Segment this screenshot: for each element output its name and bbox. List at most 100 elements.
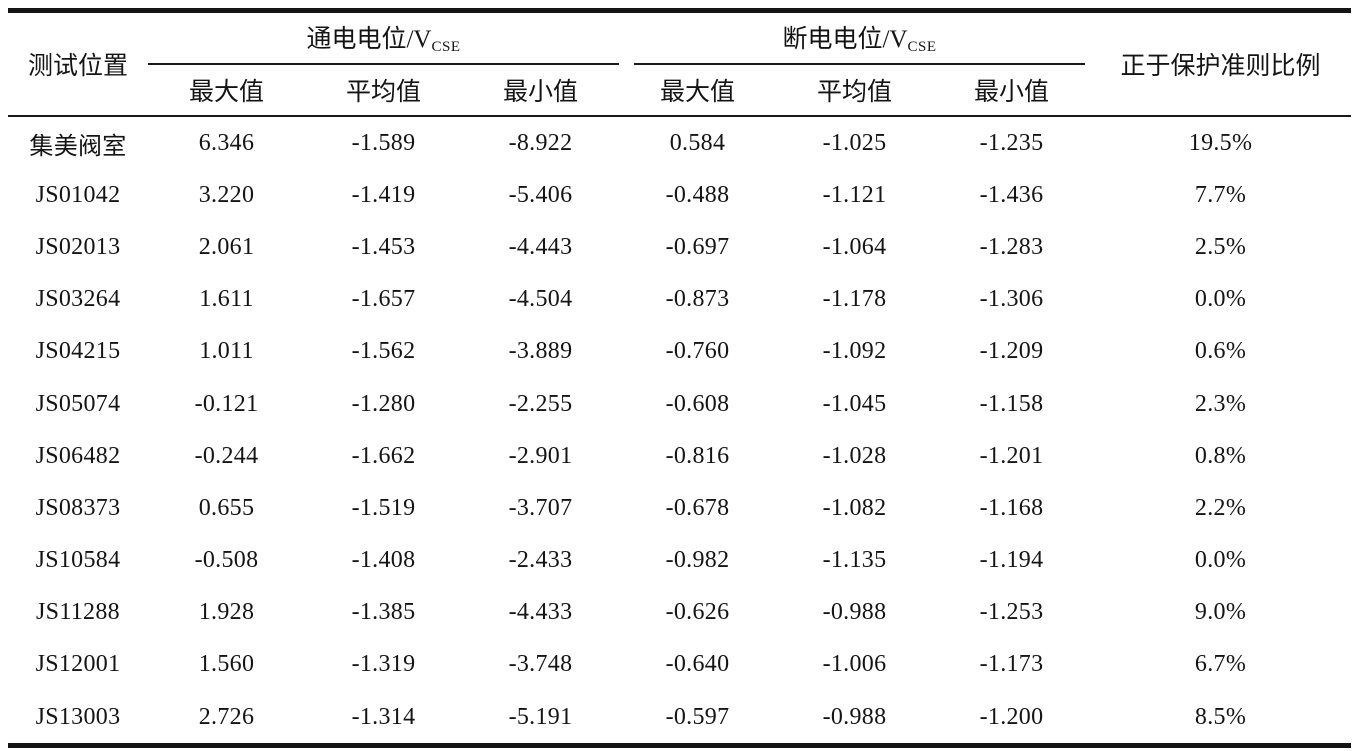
subheader-on-avg: 平均值 bbox=[305, 65, 462, 117]
data-cell: -1.194 bbox=[979, 547, 1044, 574]
table-row: JS06482 -0.244 -1.662 -2.901 -0.816 -1.028 -1.… bbox=[8, 430, 1351, 482]
data-cell: 1.011 bbox=[199, 338, 254, 365]
data-cell: 2.726 bbox=[198, 703, 255, 730]
row-label-location: JS03264 bbox=[35, 286, 121, 313]
table-body: 集美阀室 6.346 -1.589 -8.922 0.584 -1.025 -1.235 19… bbox=[8, 116, 1351, 746]
data-cell: -1.178 bbox=[822, 286, 887, 313]
data-cell: -1.028 bbox=[822, 442, 887, 469]
data-cell: -0.488 bbox=[665, 181, 730, 208]
table-row: 集美阀室 6.346 -1.589 -8.922 0.584 -1.025 -1.235 19… bbox=[8, 116, 1351, 169]
subheader-off-min: 最小值 bbox=[933, 65, 1091, 117]
col-header-test-location: 测试位置 bbox=[8, 10, 148, 117]
on-potential-unit-subscript: CSE bbox=[431, 38, 461, 55]
table-row: JS03264 1.611 -1.657 -4.504 -0.873 -1.178 -1.3… bbox=[8, 274, 1351, 326]
data-cell: -3.748 bbox=[508, 651, 573, 678]
data-cell: 19.5% bbox=[1188, 129, 1253, 156]
data-cell: -1.025 bbox=[822, 129, 887, 156]
row-label-location: JS06482 bbox=[35, 442, 121, 469]
data-cell: -1.283 bbox=[979, 233, 1044, 260]
data-cell: -0.988 bbox=[822, 599, 887, 626]
data-cell: -0.760 bbox=[665, 338, 730, 365]
data-cell: -1.235 bbox=[979, 129, 1044, 156]
data-cell: -0.988 bbox=[822, 703, 887, 730]
data-cell: -1.064 bbox=[822, 233, 887, 260]
table-row: JS13003 2.726 -1.314 -5.191 -0.597 -0.988 -1.2… bbox=[8, 691, 1351, 746]
data-cell: -3.889 bbox=[508, 338, 573, 365]
data-cell: 2.061 bbox=[198, 233, 255, 260]
off-potential-underlined-title: 断电电位/VCSE bbox=[634, 13, 1086, 65]
data-cell: -1.657 bbox=[351, 286, 416, 313]
data-cell: -1.453 bbox=[351, 233, 416, 260]
data-cell: -1.519 bbox=[351, 494, 416, 521]
data-cell: -1.158 bbox=[979, 390, 1044, 417]
data-cell: -1.121 bbox=[822, 181, 887, 208]
data-cell: 7.7% bbox=[1194, 181, 1247, 208]
data-cell: 8.5% bbox=[1194, 703, 1247, 730]
data-cell: -1.562 bbox=[351, 338, 416, 365]
data-cell: 6.7% bbox=[1194, 651, 1247, 678]
data-cell: -1.082 bbox=[822, 494, 887, 521]
data-cell: 1.928 bbox=[198, 599, 255, 626]
data-cell: -1.201 bbox=[979, 442, 1044, 469]
col-header-protection-criterion-ratio: 正于保护准则比例 bbox=[1090, 10, 1352, 117]
data-cell: 9.0% bbox=[1194, 599, 1247, 626]
data-cell: -4.443 bbox=[508, 233, 573, 260]
data-cell: -0.816 bbox=[665, 442, 730, 469]
on-potential-underlined-title: 通电电位/VCSE bbox=[148, 13, 619, 65]
table-row: JS04215 1.011 -1.562 -3.889 -0.760 -1.092 -1.2… bbox=[8, 326, 1351, 378]
data-cell: 0.655 bbox=[198, 494, 255, 521]
data-cell: -0.873 bbox=[665, 286, 730, 313]
data-cell: -1.092 bbox=[822, 338, 887, 365]
data-cell: -1.168 bbox=[979, 494, 1044, 521]
data-cell: -1.135 bbox=[822, 547, 887, 574]
data-cell: 0.6% bbox=[1194, 338, 1247, 365]
data-cell: -2.255 bbox=[508, 390, 573, 417]
row-label-location: JS13003 bbox=[35, 703, 121, 730]
data-cell: -0.640 bbox=[665, 651, 730, 678]
row-label-location: JS10584 bbox=[35, 547, 121, 574]
data-cell: -1.006 bbox=[822, 651, 887, 678]
data-cell: -8.922 bbox=[508, 129, 573, 156]
data-cell: -1.209 bbox=[979, 338, 1044, 365]
table-row: JS12001 1.560 -1.319 -3.748 -0.640 -1.006 -1.1… bbox=[8, 639, 1351, 691]
data-cell: 0.584 bbox=[669, 129, 726, 156]
data-cell: -1.306 bbox=[979, 286, 1044, 313]
data-cell: -0.678 bbox=[665, 494, 730, 521]
data-cell: 1.611 bbox=[199, 286, 254, 313]
data-cell: -4.504 bbox=[508, 286, 573, 313]
data-cell: -3.707 bbox=[508, 494, 573, 521]
data-cell: 3.220 bbox=[198, 181, 255, 208]
data-cell: 0.0% bbox=[1194, 286, 1247, 313]
table-row: JS01042 3.220 -1.419 -5.406 -0.488 -1.121 -1.4… bbox=[8, 169, 1351, 221]
data-cell: -5.406 bbox=[508, 181, 573, 208]
row-label-location: JS11288 bbox=[36, 599, 120, 626]
data-cell: -1.280 bbox=[351, 390, 416, 417]
row-label-location: 集美阀室 bbox=[29, 133, 127, 160]
data-cell: 2.5% bbox=[1194, 233, 1247, 260]
data-cell: -1.408 bbox=[351, 547, 416, 574]
data-cell: 1.560 bbox=[198, 651, 255, 678]
data-cell: -1.045 bbox=[822, 390, 887, 417]
data-cell: 0.8% bbox=[1194, 442, 1247, 469]
table-row: JS08373 0.655 -1.519 -3.707 -0.678 -1.082 -1.1… bbox=[8, 482, 1351, 534]
data-cell: 0.0% bbox=[1194, 547, 1247, 574]
subheader-on-min: 最小值 bbox=[462, 65, 619, 117]
data-cell: -5.191 bbox=[508, 703, 573, 730]
data-cell: 6.346 bbox=[198, 129, 255, 156]
data-cell: -1.662 bbox=[351, 442, 416, 469]
data-cell: -1.436 bbox=[979, 181, 1044, 208]
row-label-location: JS01042 bbox=[35, 181, 121, 208]
data-cell: -1.253 bbox=[979, 599, 1044, 626]
table-header: 测试位置 通电电位/VCSE 断电电位/VCSE 正于保护准则比例 最大值 平均… bbox=[8, 10, 1352, 117]
data-cell: -1.200 bbox=[979, 703, 1044, 730]
subheader-off-avg: 平均值 bbox=[776, 65, 933, 117]
data-cell: -2.433 bbox=[508, 547, 573, 574]
data-cell: -2.901 bbox=[508, 442, 573, 469]
data-cell: -0.608 bbox=[665, 390, 730, 417]
table-row: JS10584 -0.508 -1.408 -2.433 -0.982 -1.135 -1.… bbox=[8, 535, 1351, 587]
on-potential-title-text: 通电电位/V bbox=[306, 26, 432, 53]
row-label-location: JS02013 bbox=[35, 233, 121, 260]
data-cell: 2.3% bbox=[1194, 390, 1247, 417]
subheader-off-max: 最大值 bbox=[619, 65, 776, 117]
